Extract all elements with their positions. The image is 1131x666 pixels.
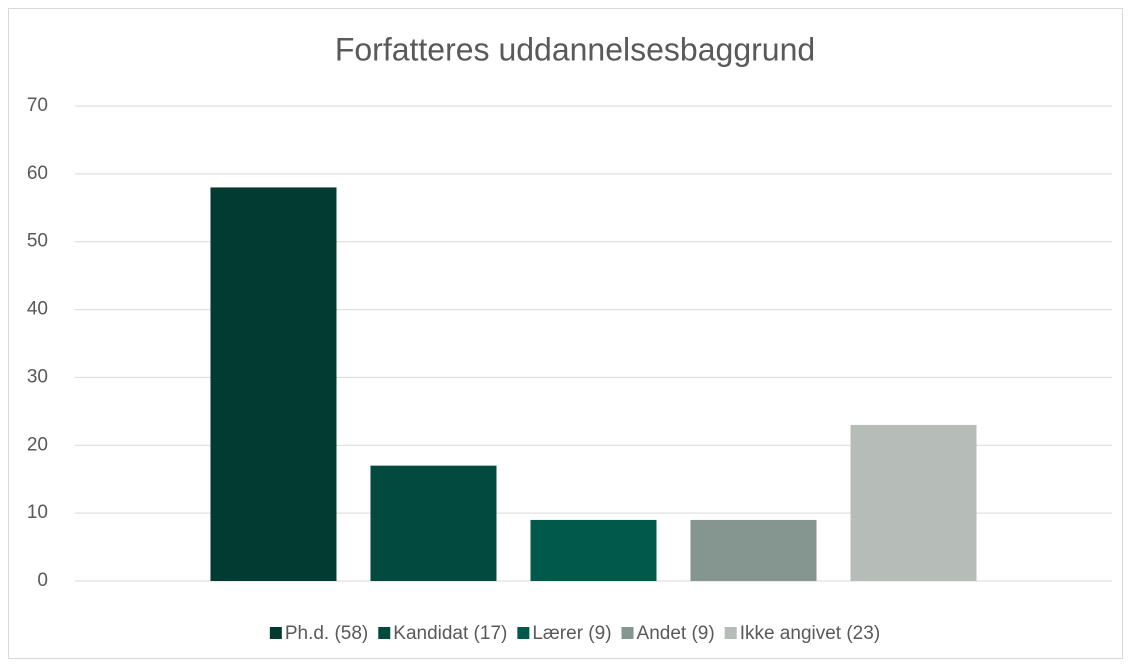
legend-label: Andet (9) <box>637 623 715 644</box>
bar <box>210 187 337 581</box>
bar <box>370 465 497 581</box>
legend-label: Ikke angivet (23) <box>740 623 880 644</box>
y-tick-label: 40 <box>27 299 48 320</box>
legend-swatch <box>724 627 737 639</box>
chart-title: Forfatteres uddannelsesbaggrund <box>335 31 815 67</box>
y-tick-label: 70 <box>27 95 48 116</box>
y-tick-label: 10 <box>27 502 48 523</box>
y-tick-label: 20 <box>27 434 48 455</box>
legend-swatch <box>621 627 634 639</box>
y-tick-label: 30 <box>27 366 48 387</box>
y-tick-label: 50 <box>27 231 48 252</box>
bar <box>850 424 977 581</box>
legend-swatch <box>378 627 391 639</box>
bar <box>530 519 657 581</box>
bar <box>690 519 817 581</box>
legend-swatch <box>269 627 282 639</box>
legend-swatch <box>517 627 530 639</box>
y-tick-label: 60 <box>27 163 48 184</box>
legend-label: Kandidat (17) <box>393 623 507 644</box>
legend-label: Lærer (9) <box>532 623 611 644</box>
y-tick-label: 0 <box>37 570 48 591</box>
legend-label: Ph.d. (58) <box>285 623 368 644</box>
